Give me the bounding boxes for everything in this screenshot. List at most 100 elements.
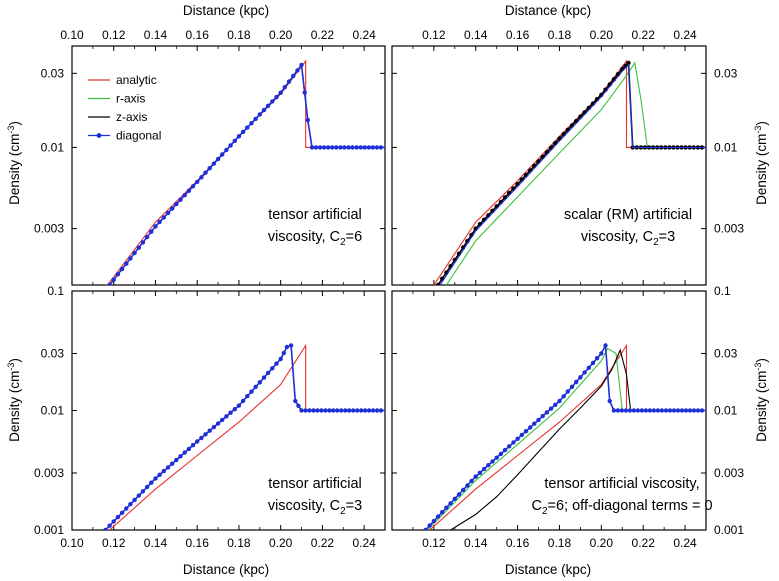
marker-diagonal bbox=[326, 145, 331, 150]
y-tick-label: 0.1 bbox=[714, 284, 731, 298]
marker-diagonal bbox=[253, 116, 258, 122]
marker-diagonal bbox=[456, 492, 462, 497]
legend-label-r-axis: r-axis bbox=[116, 92, 145, 106]
panel-top-right: 0.12 0.14 0.16 0.18 0.20 0.22 0.24 0.003 0.01 0.0… bbox=[391, 28, 744, 286]
y-axis-title-right-top: Density (cm-3) bbox=[753, 121, 769, 205]
marker-diagonal bbox=[544, 410, 550, 415]
y-tick-label: 0.01 bbox=[714, 140, 738, 154]
x-tick-label: 0.20 bbox=[269, 536, 293, 550]
marker-diagonal bbox=[124, 506, 129, 511]
panel-annotation: viscosity, C2=6 bbox=[268, 229, 362, 248]
marker-diagonal bbox=[647, 408, 653, 413]
marker-diagonal bbox=[627, 408, 633, 413]
marker-diagonal bbox=[115, 272, 121, 277]
marker-diagonal bbox=[339, 408, 344, 413]
plot-frame bbox=[71, 45, 386, 286]
y-axis-title-right-bottom: Density (cm-3) bbox=[753, 358, 769, 442]
marker-diagonal bbox=[178, 454, 183, 459]
marker-diagonal bbox=[215, 421, 221, 426]
series-diagonal bbox=[439, 63, 706, 285]
series-r-axis bbox=[427, 347, 706, 530]
marker-diagonal bbox=[311, 408, 316, 413]
x-tick-label: 0.20 bbox=[590, 28, 614, 42]
marker-diagonal bbox=[378, 408, 384, 413]
marker-diagonal bbox=[278, 90, 283, 95]
marker-diagonal bbox=[303, 408, 308, 413]
marker-diagonal bbox=[291, 73, 296, 79]
x-tick-label: 0.24 bbox=[673, 28, 697, 42]
panel-annotation: scalar (RM) artificial bbox=[564, 207, 692, 223]
panel-annotation: viscosity, C2=3 bbox=[268, 498, 362, 517]
marker-diagonal bbox=[309, 145, 315, 150]
marker-diagonal bbox=[536, 417, 541, 423]
panel-annotation: C2=6; off-diagonal terms = 0 bbox=[531, 498, 712, 517]
panel-bottom-left: 0.10 0.12 0.14 0.16 0.18 0.20 0.22 0.24 0.001 0.0… bbox=[34, 284, 386, 550]
marker-diagonal bbox=[639, 408, 645, 413]
marker-diagonal bbox=[240, 129, 246, 135]
x-tick-label: 0.14 bbox=[464, 28, 488, 42]
marker-diagonal bbox=[331, 408, 336, 413]
series-r-axis bbox=[109, 63, 385, 285]
series-group bbox=[107, 59, 385, 285]
marker-diagonal bbox=[366, 408, 372, 413]
marker-diagonal bbox=[663, 408, 669, 413]
marker-diagonal bbox=[431, 518, 437, 524]
marker-diagonal bbox=[370, 145, 375, 150]
marker-diagonal bbox=[182, 193, 187, 198]
y-tick-label: 0.003 bbox=[34, 466, 64, 480]
marker-diagonal bbox=[448, 501, 453, 506]
marker-diagonal bbox=[315, 408, 320, 413]
marker-diagonal bbox=[199, 175, 204, 180]
marker-diagonal bbox=[161, 468, 166, 474]
series-z-axis bbox=[450, 348, 706, 530]
marker-diagonal bbox=[165, 210, 171, 216]
y-tick-label: 0.03 bbox=[714, 66, 738, 80]
series-group bbox=[103, 343, 385, 530]
x-tick-label: 0.22 bbox=[632, 536, 656, 550]
marker-diagonal bbox=[245, 394, 250, 399]
marker-diagonal bbox=[132, 497, 137, 503]
marker-diagonal bbox=[370, 408, 376, 413]
marker-diagonal bbox=[675, 408, 681, 413]
x-tick-label: 0.12 bbox=[422, 536, 446, 550]
marker-diagonal bbox=[157, 472, 162, 477]
marker-diagonal bbox=[321, 145, 327, 150]
marker-diagonal bbox=[574, 379, 579, 385]
marker-diagonal bbox=[296, 403, 301, 408]
marker-diagonal bbox=[599, 351, 604, 356]
y-tick-label: 0.003 bbox=[714, 466, 744, 480]
series-analytic bbox=[433, 59, 706, 285]
marker-diagonal bbox=[477, 470, 483, 475]
bottom-x-axis-title-left: Distance (kpc) bbox=[183, 562, 269, 577]
marker-diagonal bbox=[281, 350, 286, 356]
marker-diagonal bbox=[115, 514, 121, 520]
x-tick-label: 0.24 bbox=[352, 536, 376, 550]
marker-diagonal bbox=[170, 206, 175, 211]
marker-diagonal bbox=[586, 365, 591, 370]
y-tick-label: 0.1 bbox=[47, 284, 64, 298]
marker-diagonal bbox=[655, 408, 661, 413]
marker-diagonal bbox=[299, 62, 304, 68]
y-tick-label: 0.01 bbox=[41, 140, 65, 154]
legend-label-diagonal: diagonal bbox=[116, 129, 161, 143]
marker-diagonal bbox=[178, 197, 183, 202]
marker-diagonal bbox=[288, 343, 294, 348]
y-tick-label: 0.001 bbox=[34, 523, 64, 537]
marker-diagonal bbox=[220, 152, 225, 157]
marker-z-axis bbox=[626, 60, 631, 66]
series-r-axis bbox=[445, 61, 706, 285]
marker-diagonal bbox=[502, 447, 508, 453]
marker-diagonal bbox=[274, 94, 279, 100]
series-diagonal bbox=[108, 62, 385, 285]
series-analytic bbox=[107, 59, 385, 285]
marker-diagonal bbox=[427, 523, 432, 528]
panel-annotation: viscosity, C2=3 bbox=[581, 229, 675, 248]
marker-diagonal bbox=[465, 483, 470, 488]
marker-diagonal bbox=[435, 514, 441, 519]
marker-diagonal bbox=[265, 370, 271, 376]
series-z-axis bbox=[109, 63, 385, 285]
marker-diagonal bbox=[128, 502, 133, 507]
series-z-axis bbox=[437, 61, 706, 285]
marker-diagonal bbox=[691, 408, 697, 413]
marker-diagonal bbox=[261, 107, 267, 113]
